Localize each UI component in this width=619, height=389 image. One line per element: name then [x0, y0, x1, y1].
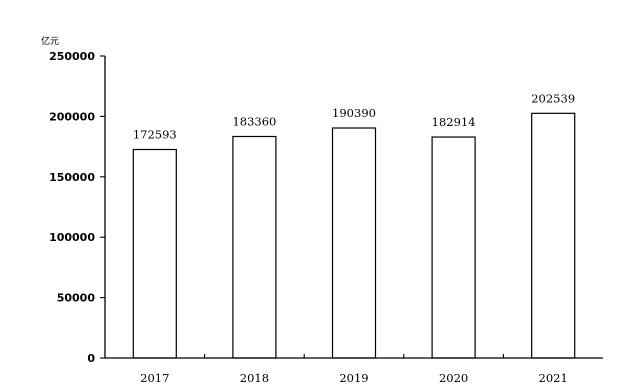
data-label: 182914 — [432, 115, 476, 129]
bar — [531, 112, 576, 359]
x-tick-label: 2021 — [539, 371, 568, 385]
x-tick-label: 2020 — [439, 371, 468, 385]
y-tick-label: 0 — [87, 352, 95, 365]
data-label: 190390 — [332, 106, 376, 120]
y-tick-label: 50000 — [57, 292, 96, 305]
bar — [431, 136, 476, 359]
data-label: 172593 — [133, 128, 177, 142]
bar — [132, 148, 177, 359]
bar — [232, 135, 277, 359]
x-axis-ticks: 2017 2018 2019 2020 2021 — [140, 354, 568, 385]
y-tick-label: 150000 — [49, 171, 95, 184]
bar — [331, 127, 377, 359]
x-tick-label: 2017 — [140, 371, 169, 385]
x-tick-label: 2019 — [339, 371, 368, 385]
data-label: 202539 — [531, 91, 575, 105]
y-tick-label: 250000 — [49, 50, 95, 63]
y-tick-label: 200000 — [49, 110, 95, 123]
data-label: 183360 — [232, 115, 276, 129]
x-tick-label: 2018 — [240, 371, 269, 385]
y-axis-ticks: 0 50000 100000 150000 200000 250000 — [49, 50, 105, 365]
y-tick-label: 100000 — [49, 231, 95, 244]
y-axis-unit-label: 亿元 — [41, 35, 59, 47]
bars: 172593 183360 190390 182914 202539 — [132, 91, 576, 359]
